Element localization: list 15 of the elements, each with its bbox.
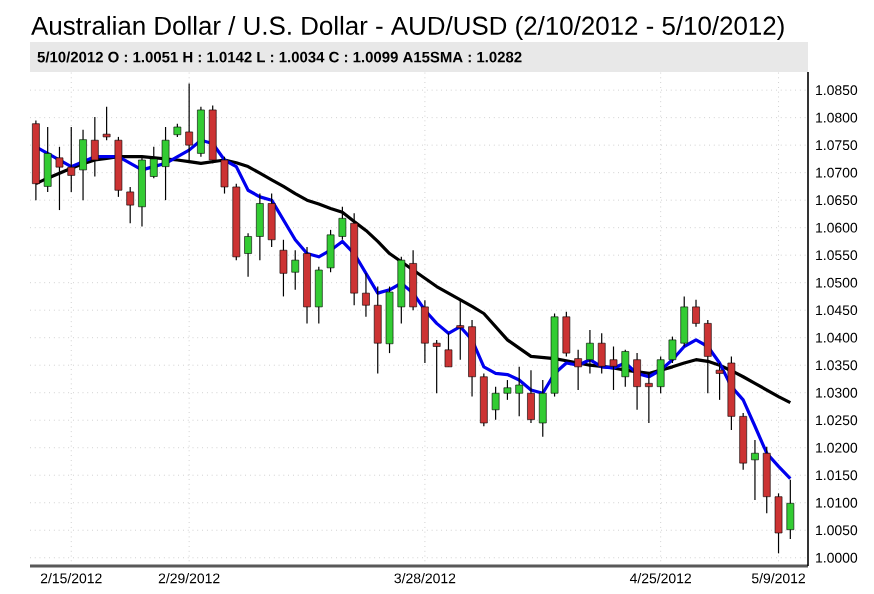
candlestick xyxy=(444,332,453,368)
candlestick xyxy=(362,272,370,318)
candlestick xyxy=(751,439,759,501)
chart-title: Australian Dollar / U.S. Dollar - AUD/USD (2/10/2012 - 5/10/2012) xyxy=(31,15,784,41)
candlestick xyxy=(102,106,111,141)
candlestick xyxy=(527,369,535,424)
candlestick xyxy=(703,319,712,394)
candlestick xyxy=(244,232,252,278)
candlestick xyxy=(586,329,594,375)
candlestick xyxy=(574,349,582,391)
candlestick xyxy=(126,186,135,224)
candlestick xyxy=(314,266,323,324)
candlestick xyxy=(197,106,205,158)
candlestick xyxy=(456,299,465,361)
candlestick xyxy=(692,299,700,328)
